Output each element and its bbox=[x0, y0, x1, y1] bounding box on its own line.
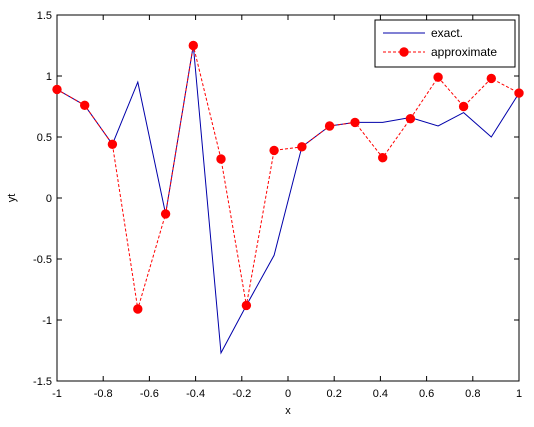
legend-box bbox=[374, 19, 516, 68]
data-point-approximate bbox=[297, 142, 307, 152]
x-axis: -1 -0.8 -0.6 -0.4 -0.2 0 0.2 0.4 0.6 0.8 1 bbox=[52, 15, 522, 400]
data-point-approximate bbox=[107, 139, 118, 150]
data-point-approximate bbox=[378, 153, 388, 163]
x-tick-label: -0.8 bbox=[94, 388, 113, 400]
data-point-approximate bbox=[52, 84, 62, 95]
x-tick-label: 0.2 bbox=[327, 388, 342, 400]
y-tick-label: 1.5 bbox=[37, 10, 52, 22]
data-point-approximate bbox=[133, 304, 143, 314]
data-point-approximate bbox=[80, 100, 90, 111]
data-point-approximate bbox=[458, 101, 469, 112]
legend: exact. approximate bbox=[374, 19, 516, 68]
series-line-approximate bbox=[56, 45, 520, 310]
series-layer bbox=[52, 40, 524, 355]
x-tick-label: -1 bbox=[52, 388, 62, 400]
x-tick-label: 0.8 bbox=[465, 388, 480, 400]
axes-box bbox=[56, 14, 520, 382]
data-point-approximate bbox=[160, 209, 171, 219]
data-point-approximate bbox=[324, 121, 335, 131]
plot-area bbox=[56, 14, 520, 382]
y-axis: -1.5 -1 -0.5 0 0.5 1 1.5 bbox=[33, 10, 519, 388]
x-tick-label: 1 bbox=[516, 388, 522, 400]
y-tick-label: -1.5 bbox=[33, 376, 52, 388]
data-point-approximate bbox=[486, 73, 496, 84]
data-point-approximate bbox=[241, 300, 252, 311]
x-tick-label: -0.4 bbox=[186, 388, 205, 400]
legend-label-exact: exact. bbox=[431, 26, 463, 40]
x-tick-label: -0.6 bbox=[140, 388, 159, 400]
y-tick-label: 0.5 bbox=[37, 132, 52, 144]
y-tick-label: 0 bbox=[46, 193, 52, 205]
x-tick-label: 0.6 bbox=[419, 388, 434, 400]
x-tick-label: -0.2 bbox=[232, 388, 251, 400]
series-line-exact bbox=[56, 45, 520, 355]
y-tick-label: -0.5 bbox=[33, 254, 52, 266]
data-point-approximate bbox=[350, 117, 360, 128]
data-point-approximate bbox=[216, 154, 226, 164]
x-tick-label: 0.4 bbox=[373, 388, 388, 400]
x-axis-label: x bbox=[285, 405, 291, 417]
y-axis-label: yt bbox=[6, 194, 18, 203]
y-tick-label: -1 bbox=[42, 315, 52, 327]
y-tick-label: 1 bbox=[46, 71, 52, 83]
legend-label-approximate: approximate bbox=[431, 45, 497, 59]
x-tick-label: 0 bbox=[285, 388, 291, 400]
data-point-approximate bbox=[188, 40, 199, 51]
data-point-approximate bbox=[433, 72, 443, 82]
data-point-approximate bbox=[514, 88, 524, 98]
legend-marker-approximate bbox=[399, 47, 409, 57]
data-point-approximate bbox=[269, 145, 279, 156]
data-point-approximate bbox=[405, 114, 416, 124]
